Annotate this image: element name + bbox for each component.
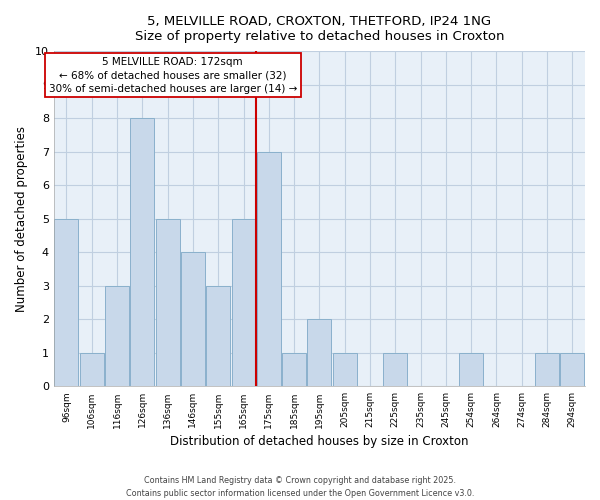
Bar: [130, 118, 154, 386]
Title: 5, MELVILLE ROAD, CROXTON, THETFORD, IP24 1NG
Size of property relative to detac: 5, MELVILLE ROAD, CROXTON, THETFORD, IP2…: [134, 15, 504, 43]
Bar: [232, 218, 256, 386]
Text: Contains HM Land Registry data © Crown copyright and database right 2025.
Contai: Contains HM Land Registry data © Crown c…: [126, 476, 474, 498]
Bar: [535, 353, 559, 386]
Bar: [155, 218, 179, 386]
Y-axis label: Number of detached properties: Number of detached properties: [15, 126, 28, 312]
Bar: [332, 353, 357, 386]
Bar: [282, 353, 306, 386]
Bar: [181, 252, 205, 386]
Bar: [206, 286, 230, 386]
Bar: [105, 286, 129, 386]
Bar: [383, 353, 407, 386]
Bar: [257, 152, 281, 386]
Bar: [459, 353, 483, 386]
Bar: [55, 218, 79, 386]
X-axis label: Distribution of detached houses by size in Croxton: Distribution of detached houses by size …: [170, 434, 469, 448]
Bar: [307, 320, 331, 386]
Bar: [560, 353, 584, 386]
Text: 5 MELVILLE ROAD: 172sqm
← 68% of detached houses are smaller (32)
30% of semi-de: 5 MELVILLE ROAD: 172sqm ← 68% of detache…: [49, 57, 297, 94]
Bar: [80, 353, 104, 386]
